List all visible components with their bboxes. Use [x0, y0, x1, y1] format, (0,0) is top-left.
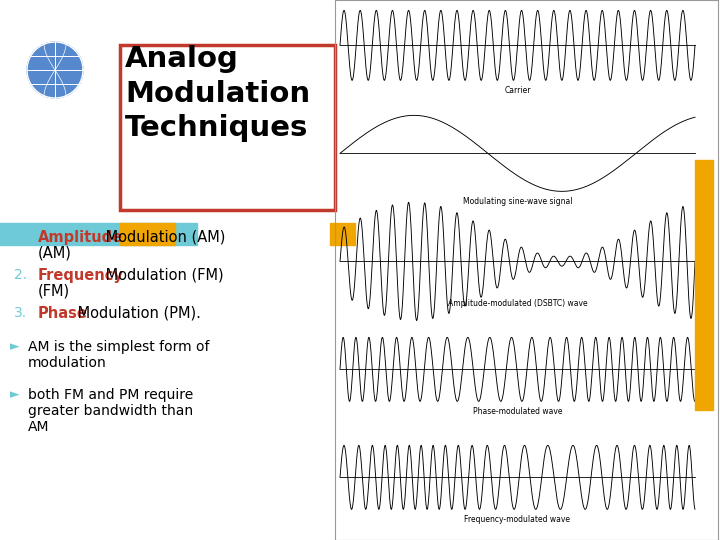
Text: 2.: 2.	[14, 268, 27, 282]
Text: Amplitude-modulated (DSBTC) wave: Amplitude-modulated (DSBTC) wave	[448, 299, 588, 308]
Text: ►: ►	[10, 340, 19, 353]
Text: Carrier: Carrier	[504, 86, 531, 96]
FancyBboxPatch shape	[120, 45, 335, 210]
Text: Amplitude: Amplitude	[38, 230, 123, 245]
Text: greater bandwidth than: greater bandwidth than	[28, 404, 193, 418]
Bar	[120, 45, 335, 210]
Text: Modulation (FM): Modulation (FM)	[101, 268, 224, 283]
Text: AM is the simplest form of: AM is the simplest form of	[28, 340, 210, 354]
Text: AM: AM	[28, 420, 50, 434]
Text: Phase-modulated wave: Phase-modulated wave	[473, 407, 562, 416]
Text: Modulation (PM).: Modulation (PM).	[73, 306, 201, 321]
Bar	[120, 223, 175, 245]
Text: (FM): (FM)	[38, 284, 70, 299]
Text: Modulating sine-wave signal: Modulating sine-wave signal	[463, 197, 572, 206]
Bar	[695, 160, 713, 410]
Text: modulation: modulation	[28, 356, 107, 370]
Bar	[0, 223, 197, 245]
Text: Phase: Phase	[38, 306, 88, 321]
Text: 3.: 3.	[14, 306, 27, 320]
Text: Analog
Modulation
Techniques: Analog Modulation Techniques	[125, 45, 310, 142]
Circle shape	[27, 42, 83, 98]
Text: (AM): (AM)	[38, 246, 72, 261]
Bar	[335, 0, 720, 540]
Text: Modulation (AM): Modulation (AM)	[101, 230, 225, 245]
Text: ►: ►	[10, 388, 19, 401]
Text: Frequency: Frequency	[38, 268, 124, 283]
Text: 1.: 1.	[14, 230, 27, 244]
Text: both FM and PM require: both FM and PM require	[28, 388, 193, 402]
Text: Frequency-modulated wave: Frequency-modulated wave	[464, 515, 570, 524]
Bar	[330, 223, 355, 245]
